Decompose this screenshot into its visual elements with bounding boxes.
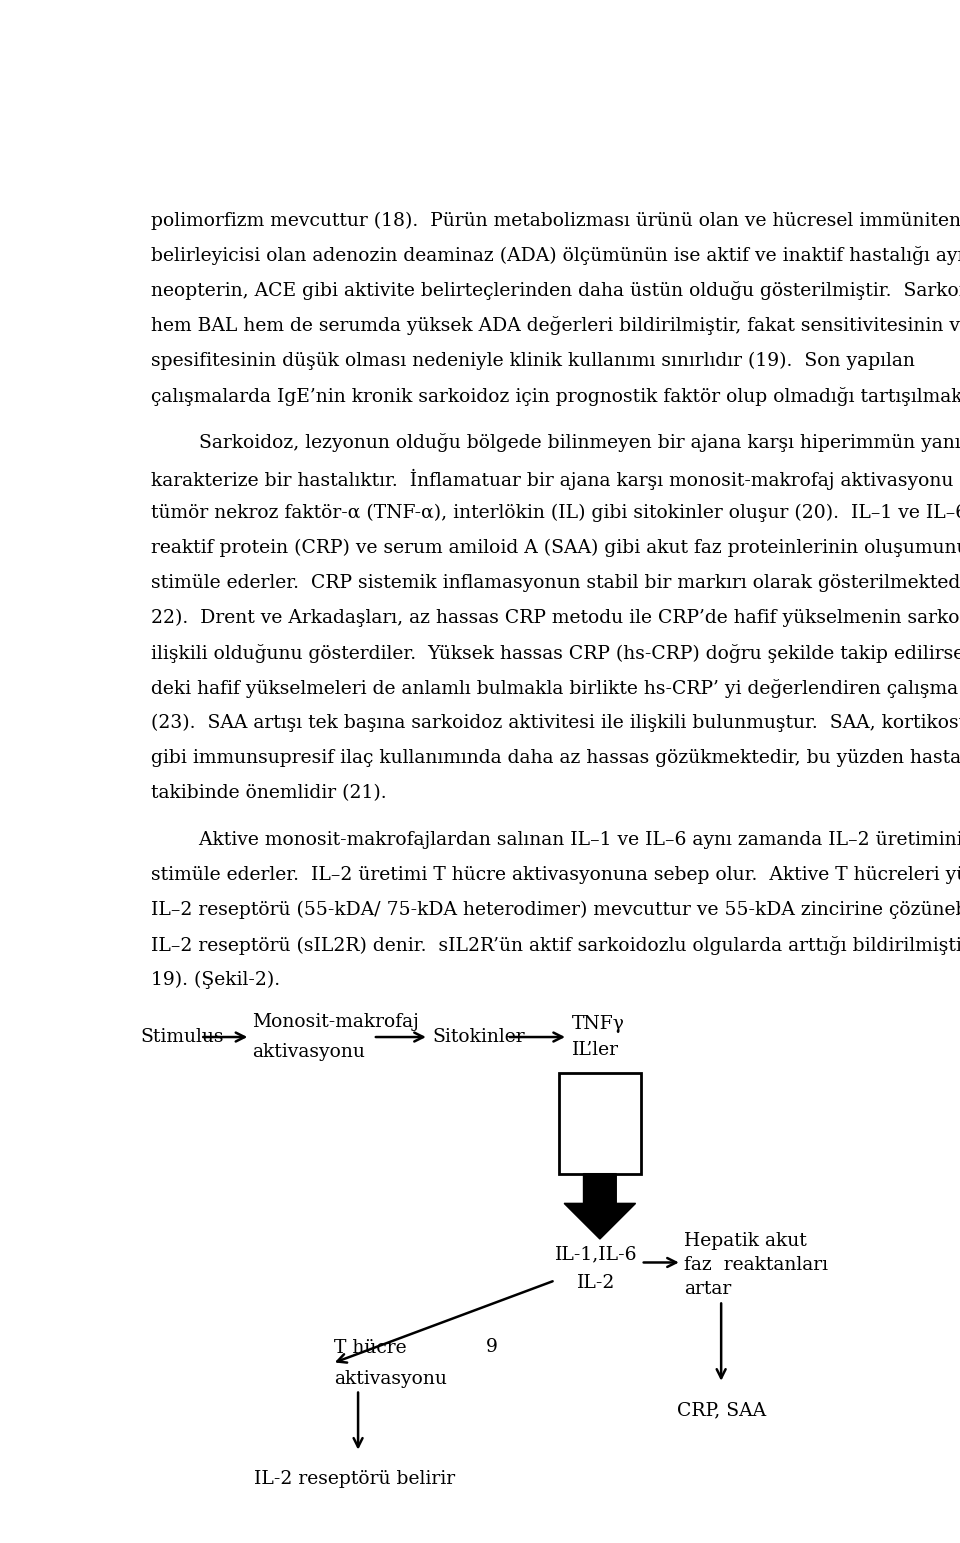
Text: faz  reaktanları: faz reaktanları bbox=[684, 1256, 828, 1275]
Text: Sitokinler: Sitokinler bbox=[432, 1028, 525, 1046]
Text: 19). (Şekil-2).: 19). (Şekil-2). bbox=[152, 971, 280, 989]
Text: 22).  Drent ve Arkadaşları, az hassas CRP metodu ile CRP’de hafif yükselmenin sa: 22). Drent ve Arkadaşları, az hassas CRP… bbox=[152, 609, 960, 626]
Text: stimüle ederler.  CRP sistemik inflamasyonun stabil bir markırı olarak gösterilm: stimüle ederler. CRP sistemik inflamasyo… bbox=[152, 574, 960, 593]
Text: Aktive monosit-makrofajlardan salınan IL–1 ve IL–6 aynı zamanda IL–2 üretimini: Aktive monosit-makrofajlardan salınan IL… bbox=[152, 830, 960, 849]
Text: artar: artar bbox=[684, 1279, 732, 1298]
Text: deki hafif yükselmeleri de anlamlı bulmakla birlikte hs-CRP’ yi değerlendiren ça: deki hafif yükselmeleri de anlamlı bulma… bbox=[152, 679, 960, 697]
Text: reaktif protein (CRP) ve serum amiloid A (SAA) gibi akut faz proteinlerinin oluş: reaktif protein (CRP) ve serum amiloid A… bbox=[152, 539, 960, 557]
Text: neopterin, ACE gibi aktivite belirteçlerinden daha üstün olduğu gösterilmiştir. : neopterin, ACE gibi aktivite belirteçler… bbox=[152, 281, 960, 301]
Text: IL–2 reseptörü (55-kDA/ 75-kDA heterodimer) mevcuttur ve 55-kDA zincirine çözüne: IL–2 reseptörü (55-kDA/ 75-kDA heterodim… bbox=[152, 901, 960, 920]
Bar bbox=[559, 1072, 641, 1174]
Text: hem BAL hem de serumda yüksek ADA değerleri bildirilmiştir, fakat sensitivitesin: hem BAL hem de serumda yüksek ADA değerl… bbox=[152, 316, 960, 335]
Text: 9: 9 bbox=[486, 1338, 498, 1356]
Text: aktivasyonu: aktivasyonu bbox=[334, 1370, 447, 1387]
Text: IL’ler: IL’ler bbox=[572, 1042, 619, 1058]
Text: belirleyicisi olan adenozin deaminaz (ADA) ölçümünün ise aktif ve inaktif hastal: belirleyicisi olan adenozin deaminaz (AD… bbox=[152, 247, 960, 265]
Text: spesifitesinin düşük olması nedeniyle klinik kullanımı sınırlıdır (19).  Son yap: spesifitesinin düşük olması nedeniyle kl… bbox=[152, 352, 915, 370]
Text: T hücre: T hücre bbox=[334, 1339, 407, 1356]
Text: gibi immunsupresif ilaç kullanımında daha az hassas gözükmektedir, bu yüzden has: gibi immunsupresif ilaç kullanımında dah… bbox=[152, 748, 960, 767]
Text: takibinde önemlidir (21).: takibinde önemlidir (21). bbox=[152, 784, 387, 802]
Polygon shape bbox=[564, 1174, 636, 1239]
Text: Sarkoidoz, lezyonun olduğu bölgede bilinmeyen bir ajana karşı hiperimmün yanıtla: Sarkoidoz, lezyonun olduğu bölgede bilin… bbox=[152, 434, 960, 452]
Text: Monosit-makrofaj: Monosit-makrofaj bbox=[252, 1012, 420, 1031]
Text: stimüle ederler.  IL–2 üretimi T hücre aktivasyonuna sebep olur.  Aktive T hücre: stimüle ederler. IL–2 üretimi T hücre ak… bbox=[152, 866, 960, 884]
Text: IL–2 reseptörü (sIL2R) denir.  sIL2R’ün aktif sarkoidozlu olgularda arttığı bild: IL–2 reseptörü (sIL2R) denir. sIL2R’ün a… bbox=[152, 937, 960, 955]
Text: Hepatik akut: Hepatik akut bbox=[684, 1233, 806, 1250]
Text: (23).  SAA artışı tek başına sarkoidoz aktivitesi ile ilişkili bulunmuştur.  SAA: (23). SAA artışı tek başına sarkoidoz ak… bbox=[152, 714, 960, 731]
Text: Stimulus: Stimulus bbox=[141, 1028, 225, 1046]
Text: karakterize bir hastalıktır.  İnflamatuar bir ajana karşı monosit-makrofaj aktiv: karakterize bir hastalıktır. İnflamatuar… bbox=[152, 469, 960, 489]
Text: IL-1,IL-6: IL-1,IL-6 bbox=[555, 1245, 637, 1264]
Text: CRP, SAA: CRP, SAA bbox=[677, 1401, 766, 1420]
Text: IL-2: IL-2 bbox=[577, 1275, 615, 1291]
Text: aktivasyonu: aktivasyonu bbox=[252, 1043, 366, 1062]
Text: tümör nekroz faktör-α (TNF-α), interlökin (IL) gibi sitokinler oluşur (20).  IL–: tümör nekroz faktör-α (TNF-α), interlöki… bbox=[152, 503, 960, 522]
Text: polimorfizm mevcuttur (18).  Pürün metabolizması ürünü olan ve hücresel immünite: polimorfizm mevcuttur (18). Pürün metabo… bbox=[152, 211, 960, 230]
Text: çalışmalarda IgE’nin kronik sarkoidoz için prognostik faktör olup olmadığı tartı: çalışmalarda IgE’nin kronik sarkoidoz iç… bbox=[152, 387, 960, 406]
Text: IL-2 reseptörü belirir: IL-2 reseptörü belirir bbox=[253, 1470, 455, 1489]
Text: ilişkili olduğunu gösterdiler.  Yüksek hassas CRP (hs-CRP) doğru şekilde takip e: ilişkili olduğunu gösterdiler. Yüksek ha… bbox=[152, 643, 960, 663]
Text: TNFγ: TNFγ bbox=[572, 1015, 625, 1032]
